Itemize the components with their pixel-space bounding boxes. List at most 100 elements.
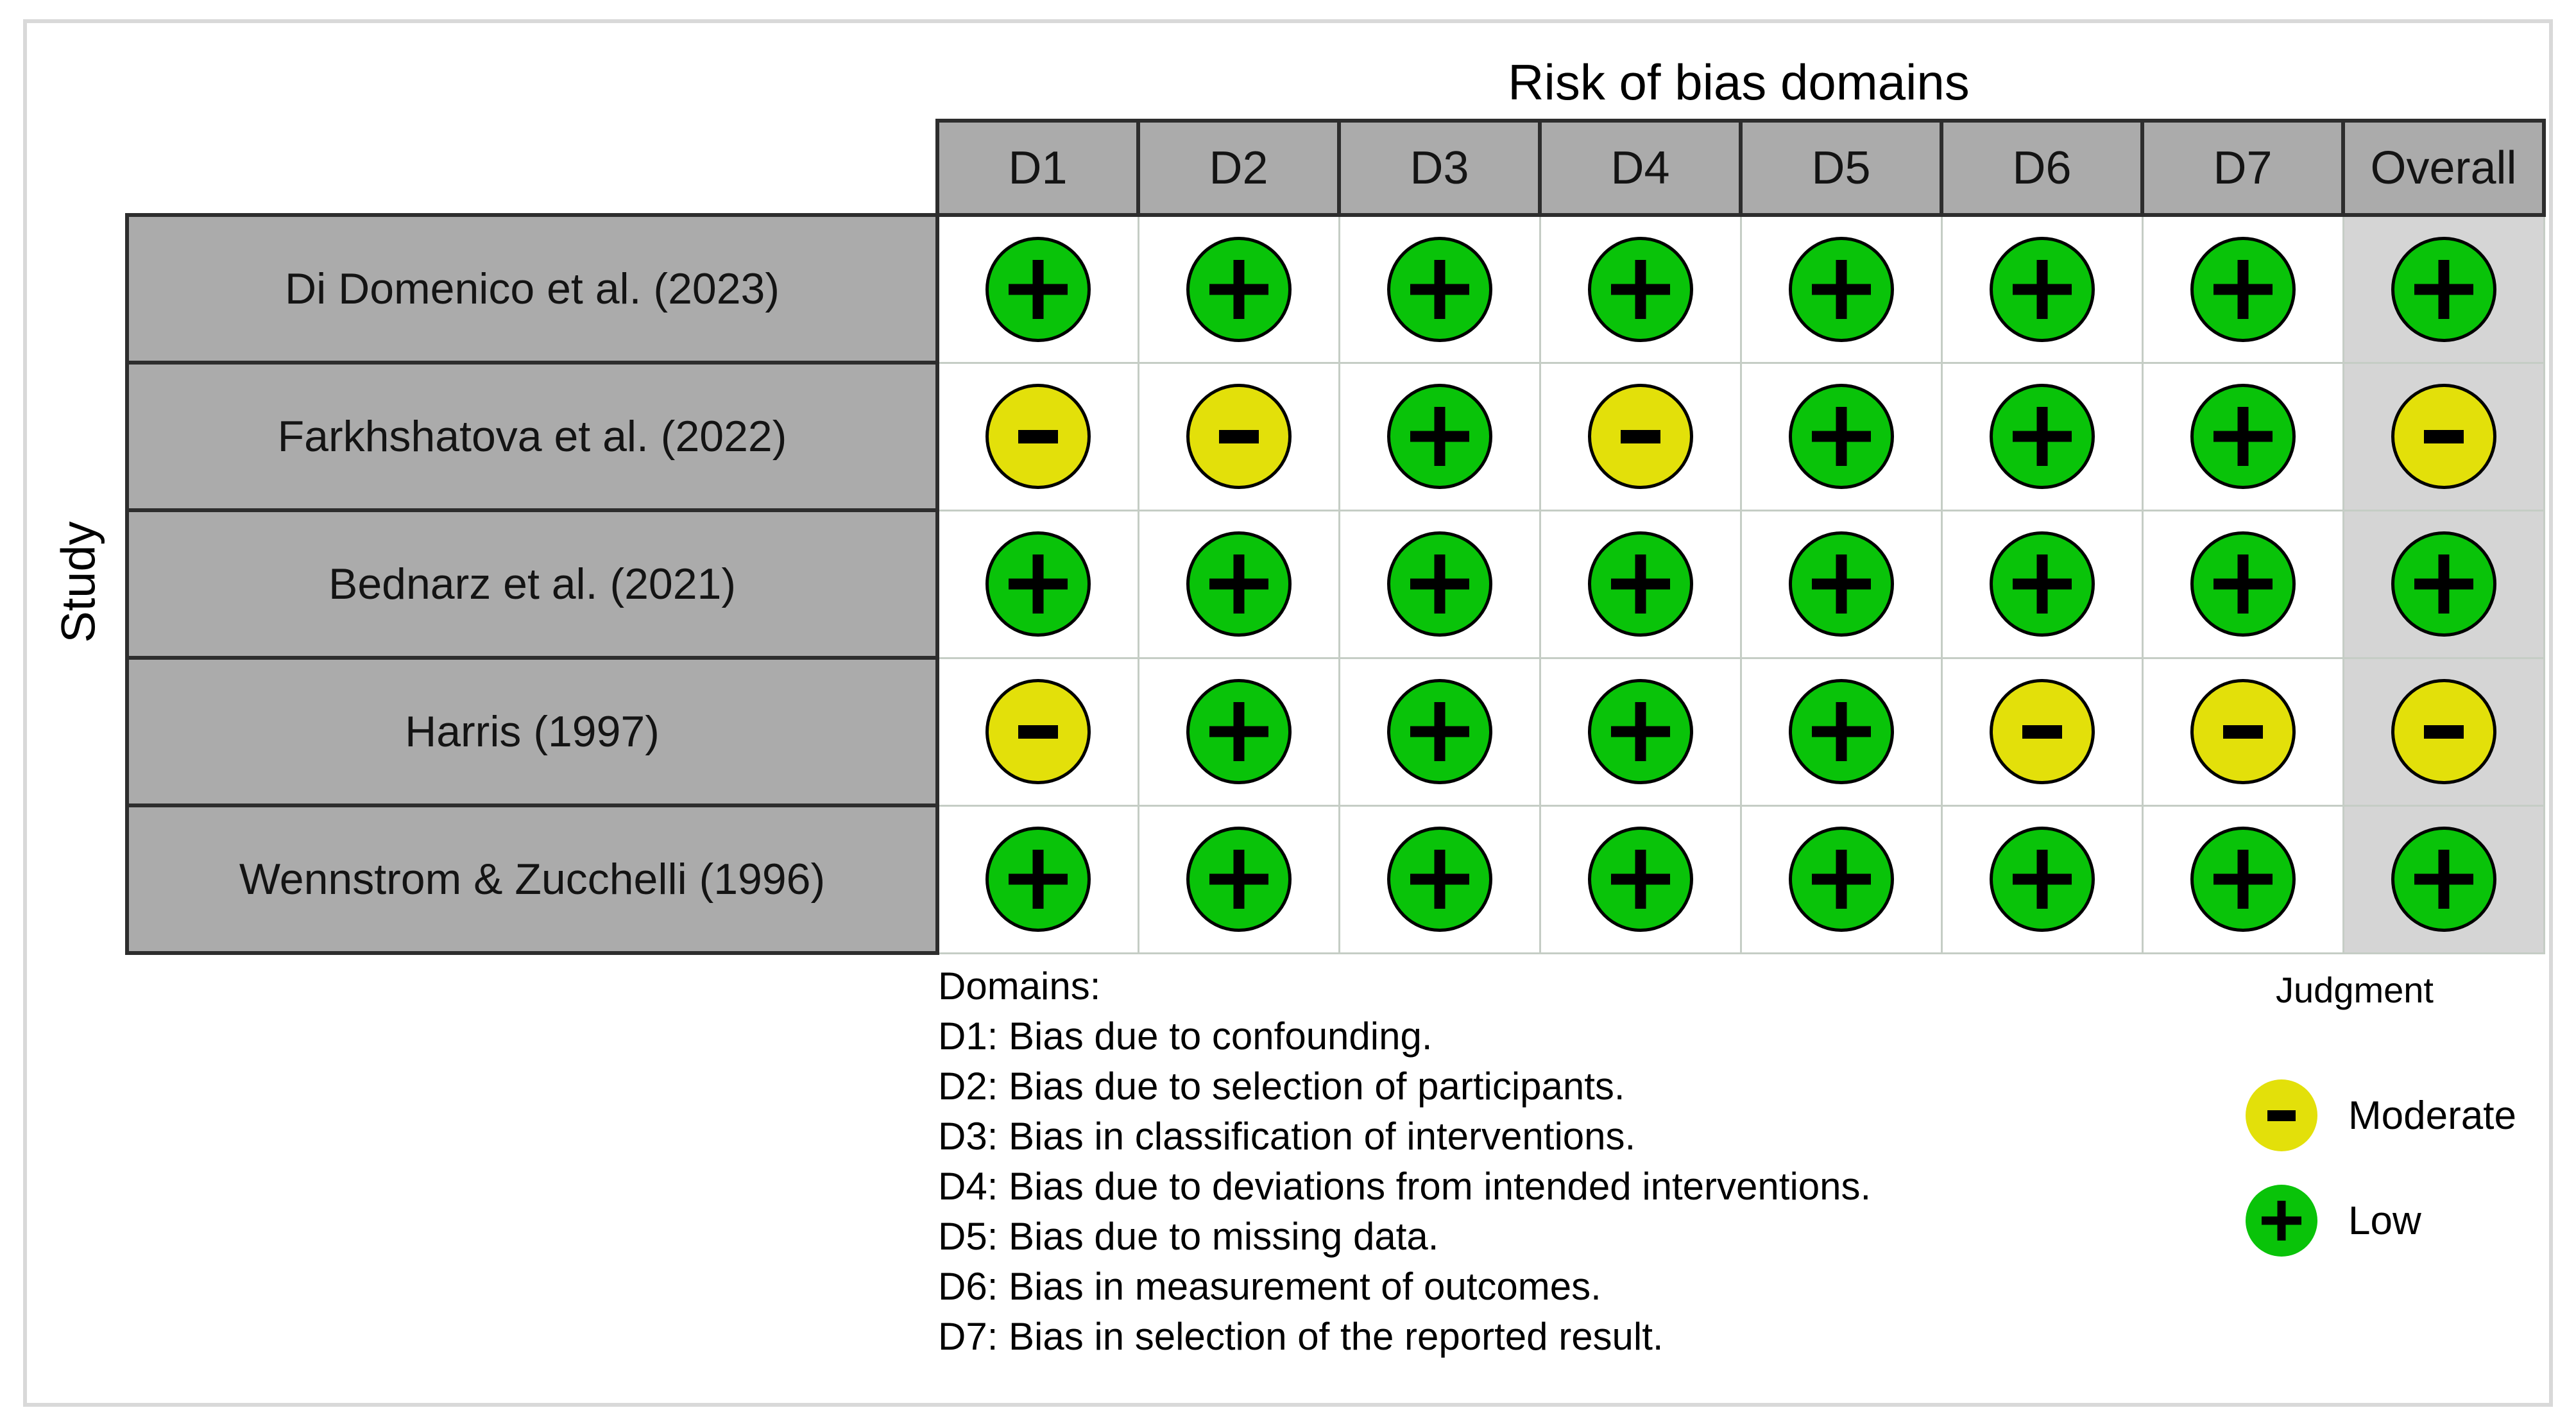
- moderate-risk-circle: [2190, 679, 2296, 784]
- plus-icon: [2213, 407, 2273, 466]
- low-risk-circle: [985, 236, 1091, 342]
- judgment-cell: [936, 214, 1139, 364]
- judgment-cell: [1338, 804, 1541, 954]
- low-risk-circle: [1989, 531, 2095, 637]
- judgment-cell: [1539, 214, 1742, 364]
- domain-definition: D2: Bias due to selection of participant…: [938, 1065, 1625, 1108]
- study-label: Wennstrom & Zucchelli (1996): [125, 803, 939, 955]
- judgment-cell: [2342, 657, 2545, 807]
- judgment-cell: [1539, 804, 1742, 954]
- legend-item: Low: [2149, 1185, 2560, 1257]
- domain-definition: D7: Bias in selection of the reported re…: [938, 1315, 1664, 1358]
- plus-icon: [1209, 554, 1268, 614]
- judgment-cell: [1739, 361, 1943, 511]
- judgment-cell: [1539, 509, 1742, 659]
- plus-icon: [1410, 407, 1469, 466]
- low-risk-circle: [1989, 384, 2095, 489]
- plus-icon: [1410, 554, 1469, 614]
- minus-icon: [2423, 429, 2464, 443]
- plus-icon: [1009, 850, 1068, 909]
- judgment-cell: [1137, 214, 1340, 364]
- table-row: Farkhshatova et al. (2022): [125, 361, 2545, 512]
- study-label: Bednarz et al. (2021): [125, 508, 939, 660]
- low-risk-circle: [1186, 679, 1292, 784]
- judgment-cell: [1940, 657, 2144, 807]
- domain-definition: D6: Bias in measurement of outcomes.: [938, 1265, 1601, 1308]
- judgment-cell: [1940, 509, 2144, 659]
- plus-icon: [1812, 407, 1871, 466]
- column-header-d4: D4: [1538, 119, 1743, 217]
- low-risk-circle: [1788, 531, 1894, 637]
- minus-icon: [2022, 725, 2062, 739]
- low-risk-circle: [1386, 827, 1492, 932]
- judgment-cell: [1940, 804, 2144, 954]
- legend-item: Moderate: [2149, 1079, 2560, 1151]
- moderate-risk-circle: [985, 679, 1091, 784]
- judgment-cell: [1338, 657, 1541, 807]
- column-header-d6: D6: [1940, 119, 2144, 217]
- study-label: Di Domenico et al. (2023): [125, 213, 939, 365]
- table-row: Bednarz et al. (2021): [125, 508, 2545, 660]
- low-risk-circle: [1186, 236, 1292, 342]
- plus-icon: [1812, 260, 1871, 319]
- moderate-risk-circle: [2391, 679, 2496, 784]
- column-header-d1: D1: [935, 119, 1140, 217]
- domains-note-lines: D1: Bias due to confounding. D2: Bias due…: [938, 1011, 1871, 1362]
- judgment-cell: [2342, 509, 2545, 659]
- judgment-cell: [1940, 361, 2144, 511]
- moderate-risk-circle: [2391, 384, 2496, 489]
- minus-icon: [2267, 1110, 2296, 1121]
- low-legend-circle: [2246, 1185, 2317, 1257]
- judgment-cell: [1137, 657, 1340, 807]
- low-risk-circle: [985, 827, 1091, 932]
- judgment-cell: [2342, 214, 2545, 364]
- plus-icon: [2414, 260, 2473, 319]
- judgment-cell: [1739, 657, 1943, 807]
- corner-spacer: [127, 121, 937, 215]
- judgment-cell: [1539, 657, 1742, 807]
- plus-icon: [2213, 554, 2273, 614]
- low-risk-circle: [1788, 384, 1894, 489]
- plus-icon: [1812, 554, 1871, 614]
- judgment-cell: [2342, 361, 2545, 511]
- risk-of-bias-table: D1 D2 D3 D4 D5 D6 D7 Overall Di Domenico et al. …: [125, 119, 2546, 955]
- low-risk-circle: [1788, 236, 1894, 342]
- domain-definition: D1: Bias due to confounding.: [938, 1015, 1433, 1058]
- plus-icon: [1611, 260, 1670, 319]
- low-risk-circle: [1386, 384, 1492, 489]
- plus-icon: [2414, 850, 2473, 909]
- moderate-legend-circle: [2246, 1079, 2317, 1151]
- plus-icon: [2013, 850, 2072, 909]
- plus-icon: [1410, 702, 1469, 761]
- moderate-risk-circle: [985, 384, 1091, 489]
- domains-note: Domains: D1: Bias due to confounding. D2:…: [938, 961, 1871, 1362]
- low-risk-circle: [2190, 827, 2296, 932]
- minus-icon: [1620, 429, 1660, 443]
- legend-label: Low: [2348, 1198, 2421, 1243]
- column-header-d2: D2: [1136, 119, 1341, 217]
- legend-items: Moderate Low: [2149, 1079, 2560, 1257]
- domain-definition: D3: Bias in classification of interventi…: [938, 1115, 1636, 1158]
- plus-icon: [1410, 850, 1469, 909]
- judgment-cell: [2141, 657, 2344, 807]
- low-risk-circle: [1587, 531, 1693, 637]
- column-header-d3: D3: [1337, 119, 1542, 217]
- plus-icon: [2213, 260, 2273, 319]
- minus-icon: [1018, 429, 1059, 443]
- low-risk-circle: [985, 531, 1091, 637]
- low-risk-circle: [2190, 531, 2296, 637]
- judgment-cell: [1539, 361, 1742, 511]
- judgment-cell: [1338, 509, 1541, 659]
- plus-icon: [1611, 554, 1670, 614]
- judgment-cell: [2141, 214, 2344, 364]
- table-row: Di Domenico et al. (2023): [125, 213, 2545, 365]
- judgment-cell: [936, 804, 1139, 954]
- plus-icon: [1812, 850, 1871, 909]
- plus-icon: [1009, 260, 1068, 319]
- legend-label: Moderate: [2348, 1093, 2516, 1138]
- plus-icon: [2013, 554, 2072, 614]
- judgment-cell: [1940, 214, 2144, 364]
- low-risk-circle: [1788, 827, 1894, 932]
- plus-icon: [2213, 850, 2273, 909]
